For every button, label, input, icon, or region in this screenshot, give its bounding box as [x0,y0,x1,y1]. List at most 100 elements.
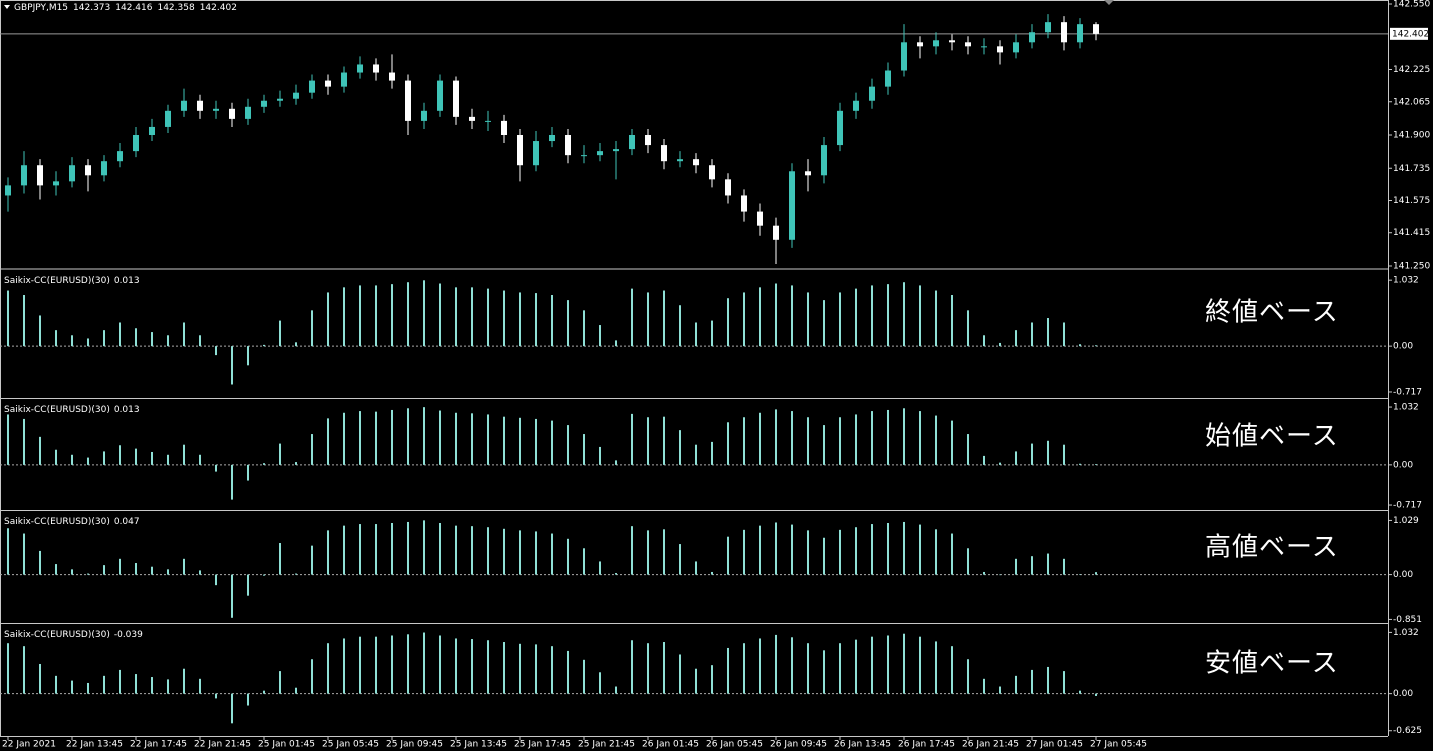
histogram-bar [247,693,249,706]
histogram-bar [183,668,185,694]
candle-body [453,80,459,117]
histogram-bar [55,564,57,575]
histogram-bar [327,418,329,465]
candle-body [533,141,539,166]
histogram-bar [535,293,537,347]
histogram-bar [999,462,1001,465]
histogram-bar [279,671,281,694]
candle-body [725,179,731,196]
histogram-bar [519,417,521,465]
histogram-bar [631,526,633,575]
histogram-bar [1095,693,1097,696]
histogram-bar [951,420,953,465]
histogram-bar [135,448,137,465]
candle-body [693,159,699,166]
y-tick-label: 142.065 [1393,97,1430,107]
candle-body [437,80,443,111]
histogram-bar [295,462,297,465]
histogram-bar [615,686,617,694]
histogram-bar [167,454,169,465]
histogram-bar [1047,440,1049,465]
histogram-bar [807,643,809,694]
candle-body [757,211,763,226]
histogram-bar [135,674,137,694]
histogram-bar [599,561,601,575]
candle-body [421,110,427,121]
histogram-bar [503,642,505,694]
candle-body [565,135,571,156]
candle-body [597,151,603,156]
candle-body [101,161,107,176]
histogram-bar [759,287,761,347]
candle-body [37,165,43,186]
histogram-bar [39,315,41,347]
histogram-bar [455,412,457,465]
candle-body [741,195,747,212]
histogram-bar [375,636,377,694]
histogram-bar [471,639,473,694]
indicator-header: Saikix-CC(EURUSD)(30) -0.039 [4,630,143,640]
histogram-bar [791,524,793,575]
x-tick-label: 26 Jan 01:45 [642,740,699,750]
histogram-bar [439,283,441,347]
histogram-bar [839,292,841,347]
panel-caption: 高値ベース [1205,532,1339,562]
histogram-bar [903,521,905,575]
histogram-bar [7,643,9,694]
histogram-bar [391,635,393,694]
candle-body [1045,22,1051,33]
histogram-bar [1063,444,1065,465]
histogram-bar [295,573,297,575]
histogram-bar [167,679,169,694]
histogram-bar [839,643,841,694]
histogram-bar [471,413,473,465]
histogram-bar [919,636,921,694]
histogram-bar [199,454,201,465]
histogram-bar [711,320,713,347]
histogram-bar [871,411,873,465]
histogram-bar [695,322,697,347]
histogram-bar [119,445,121,465]
candle-body [149,126,155,135]
histogram-bar [391,523,393,575]
histogram-bar [1015,451,1017,465]
panel-caption: 終値ベース [1205,298,1339,328]
histogram-bar [695,561,697,575]
histogram-bar [231,346,233,385]
histogram-bar [343,525,345,575]
y-tick-label: 1.032 [1393,628,1419,638]
candle-body [613,149,619,152]
menu-arrow[interactable] [4,5,10,9]
histogram-bar [727,647,729,694]
histogram-bar [919,524,921,575]
candle-body [405,80,411,121]
histogram-bar [375,411,377,465]
histogram-bar [983,455,985,465]
histogram-bar [343,287,345,347]
histogram-bar [407,521,409,575]
y-tick-label: 0.00 [1393,570,1413,580]
y-tick-label: 141.415 [1393,228,1430,238]
histogram-bar [1063,671,1065,694]
histogram-bar [807,417,809,465]
histogram-bar [759,412,761,465]
histogram-bar [455,287,457,347]
histogram-bar [535,644,537,694]
histogram-bar [151,677,153,694]
histogram-bar [663,290,665,347]
candle-body [293,92,299,99]
candle-body [277,98,283,101]
histogram-bar [567,425,569,465]
candle-body [629,135,635,150]
histogram-bar [215,464,217,472]
histogram-bar [855,288,857,347]
histogram-bar [967,434,969,465]
indicator-header: Saikix-CC(EURUSD)(30) 0.013 [4,276,140,286]
y-tick-label: 1.032 [1393,276,1419,286]
histogram-bar [1031,669,1033,694]
symbol-header: GBPJPY,M15 142.373 142.416 142.358 142.402 [14,3,237,13]
histogram-bar [279,543,281,575]
x-tick-label: 26 Jan 17:45 [898,740,955,750]
histogram-bar [951,295,953,347]
histogram-bar [839,529,841,575]
